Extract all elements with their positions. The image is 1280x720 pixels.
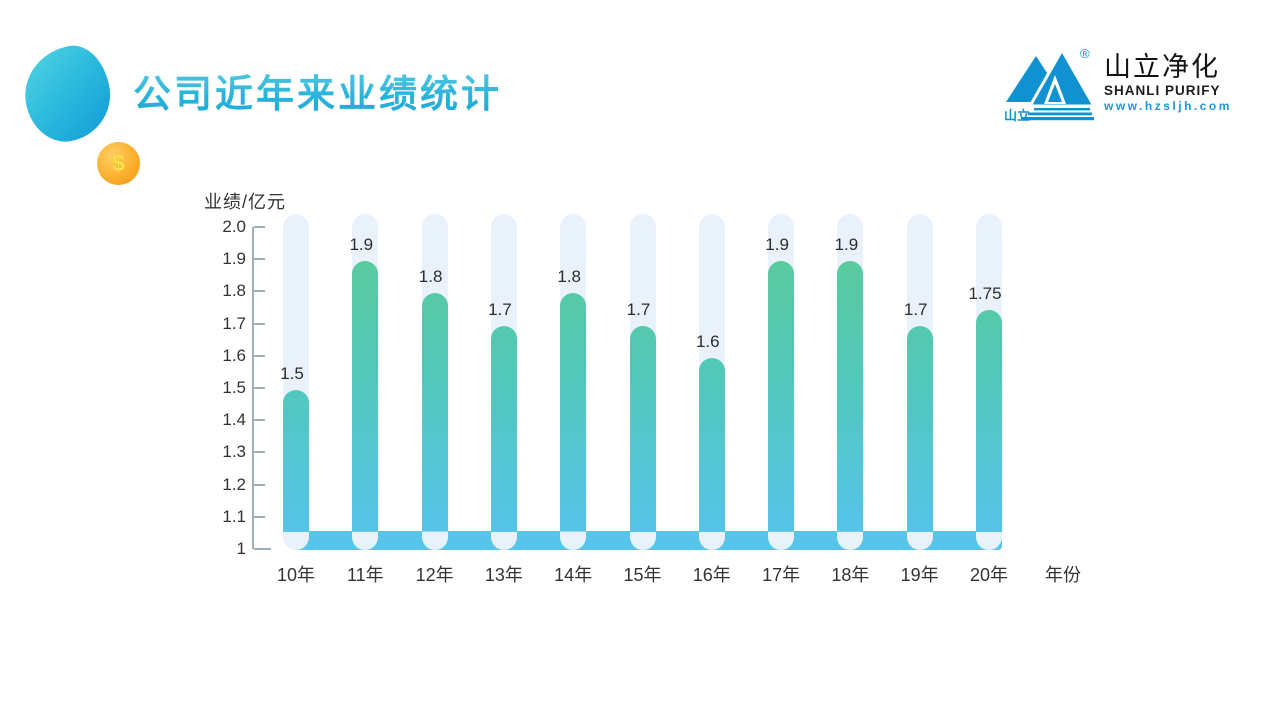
x-tick-label: 18年 — [831, 565, 870, 585]
y-tick-label: 1.9 — [222, 249, 246, 269]
dollar-symbol: $ — [112, 150, 125, 176]
bar — [421, 293, 448, 532]
x-tick-label: 17年 — [762, 565, 801, 585]
x-tick-label: 12年 — [415, 565, 454, 585]
page-title: 公司近年来业绩统计 — [133, 63, 502, 118]
bar-value-label: 1.9 — [834, 235, 859, 255]
bar — [629, 325, 656, 532]
logo-url: www.hzsljh.com — [1104, 99, 1232, 113]
logo-mark-caption: 山立 — [1004, 108, 1030, 122]
bar-value-label: 1.75 — [968, 283, 1002, 303]
logo-name-cn: 山立净化 — [1104, 52, 1220, 82]
bar — [283, 390, 309, 532]
bar — [490, 325, 517, 532]
x-tick-label: 13年 — [484, 565, 523, 585]
bar — [768, 261, 795, 532]
y-tick-mark — [254, 515, 265, 518]
y-tick-mark — [254, 354, 265, 357]
y-tick-label: 1.3 — [222, 442, 246, 462]
bar — [976, 309, 1002, 532]
y-tick-mark — [254, 226, 265, 228]
bar-value-label: 1.9 — [765, 235, 789, 255]
y-tick-label: 1.1 — [222, 506, 246, 526]
y-tick-label: 1.6 — [222, 345, 246, 365]
y-tick-label: 1.7 — [222, 313, 246, 333]
x-axis-title: 年份 — [1045, 565, 1081, 585]
bar-value-label: 1.7 — [903, 299, 928, 319]
y-tick-mark — [254, 290, 265, 293]
bar — [560, 293, 587, 532]
y-tick-mark — [254, 548, 271, 550]
bar-value-label: 1.5 — [280, 364, 304, 383]
y-axis-line — [252, 227, 254, 549]
y-tick-mark — [254, 322, 265, 325]
dollar-coin-icon: $ — [97, 142, 140, 185]
y-tick-label: 1.4 — [222, 410, 246, 430]
bar — [837, 261, 864, 532]
company-logo: 山立 ® 山立净化 SHANLI PURIFY www.hzsljh.com — [1004, 42, 1254, 122]
bar — [906, 325, 933, 532]
y-tick-mark — [254, 483, 265, 486]
registered-trademark-icon: ® — [1080, 46, 1090, 61]
bar — [698, 357, 725, 532]
bar-value-label: 1.7 — [626, 299, 651, 319]
y-tick-label: 1.2 — [222, 474, 246, 494]
bar-value-label: 1.7 — [488, 299, 512, 319]
y-tick-label: 1.5 — [222, 378, 246, 397]
y-tick-mark — [254, 419, 265, 422]
y-tick-mark — [254, 451, 265, 454]
x-tick-label: 14年 — [554, 565, 593, 585]
x-tick-label: 11年 — [346, 565, 384, 585]
logo-name-en: SHANLI PURIFY — [1104, 83, 1221, 98]
y-tick-label: 2.0 — [222, 217, 246, 236]
x-tick-label: 10年 — [276, 565, 316, 585]
logo-mountain-icon: 山立 ® — [1004, 46, 1097, 122]
y-tick-mark — [254, 258, 265, 261]
x-tick-label: 20年 — [969, 565, 1009, 585]
bar-value-label: 1.6 — [695, 331, 720, 351]
x-tick-label: 15年 — [623, 565, 662, 585]
bar — [352, 261, 379, 532]
y-axis-title: 业绩/亿元 — [204, 192, 287, 212]
y-tick-label: 1.8 — [222, 281, 246, 301]
x-tick-label: 16年 — [692, 565, 731, 585]
y-tick-mark — [254, 387, 265, 389]
bar-value-label: 1.9 — [349, 235, 374, 255]
bar-value-label: 1.8 — [418, 267, 443, 287]
y-tick-label: 1 — [236, 539, 246, 558]
x-tick-label: 19年 — [900, 565, 939, 585]
bar-value-label: 1.8 — [557, 267, 581, 287]
